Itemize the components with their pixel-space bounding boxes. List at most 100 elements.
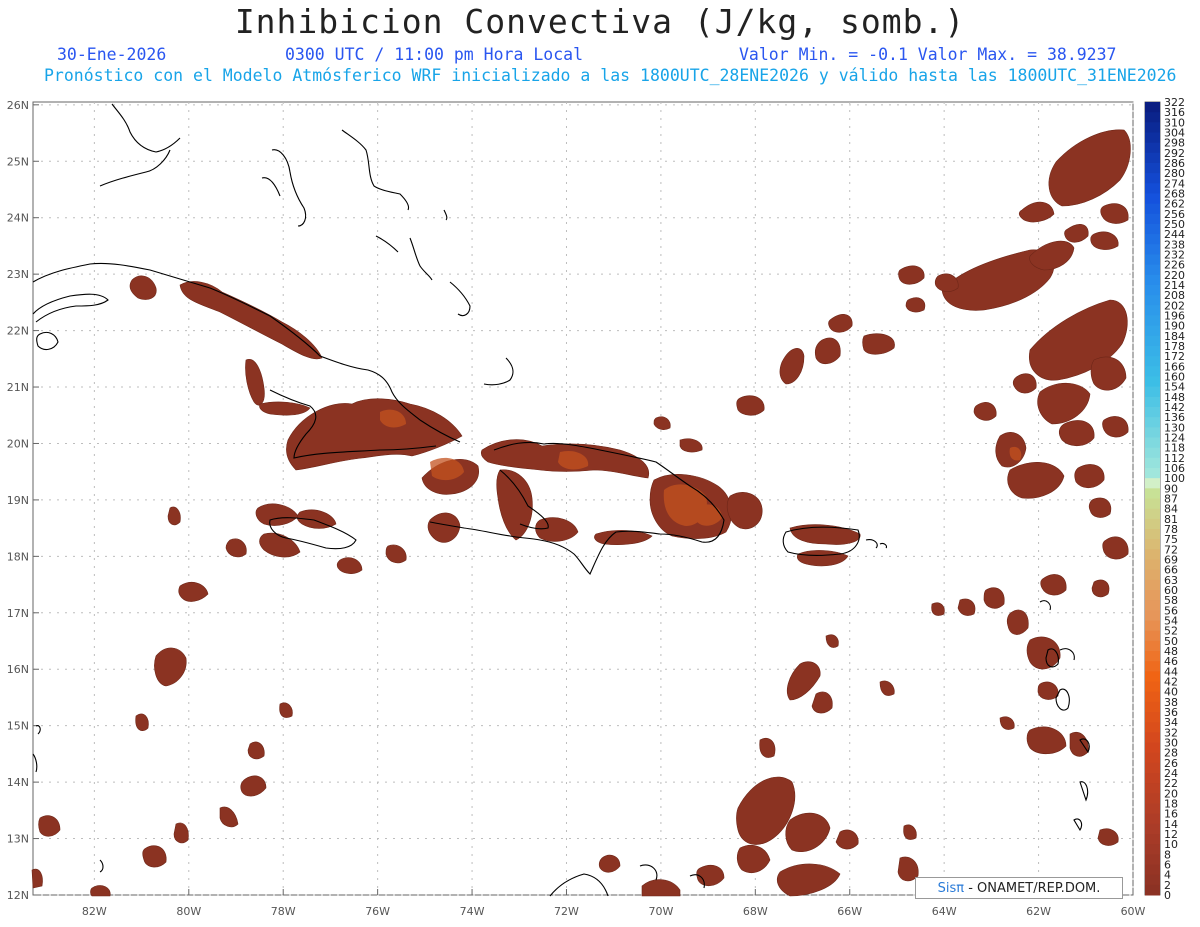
colorbar-swatch	[1145, 152, 1160, 164]
colorbar-swatch	[1145, 396, 1160, 408]
field-sc-3	[167, 506, 181, 526]
colorbar-label: 78	[1164, 523, 1178, 536]
colorbar-label: 2	[1164, 879, 1171, 892]
colorbar-swatch	[1145, 549, 1160, 560]
coast-andros	[261, 149, 307, 227]
colorbar-swatch	[1145, 163, 1160, 174]
colorbar-label: 232	[1164, 249, 1185, 262]
colorbar-label: 196	[1164, 310, 1185, 323]
colorbar-swatch	[1145, 813, 1160, 825]
colorbar-label: 322	[1164, 96, 1185, 109]
colorbar-swatch	[1145, 579, 1160, 591]
colorbar-label: 38	[1164, 696, 1178, 709]
colorbar-label: 48	[1164, 645, 1178, 658]
lon-label: 78W	[271, 905, 296, 918]
colorbar-label: 244	[1164, 228, 1185, 241]
lat-lon-grid	[33, 102, 1134, 896]
colorbar-swatch	[1145, 498, 1160, 510]
colorbar-label: 44	[1164, 665, 1178, 678]
field-sc-9	[219, 806, 239, 828]
colorbar-swatch	[1145, 488, 1160, 499]
colorbar-swatch	[1145, 539, 1160, 550]
coastlines	[32, 103, 1090, 897]
field-atl-mid-1	[898, 265, 925, 285]
colorbar-label: 12	[1164, 828, 1178, 841]
colorbar-swatch	[1145, 874, 1160, 886]
field-ant-7	[957, 598, 976, 616]
colorbar-label: 75	[1164, 533, 1178, 546]
map-frame	[32, 101, 1134, 896]
field-ant-2	[1026, 636, 1061, 670]
colorbar-label: 52	[1164, 625, 1178, 638]
field-ven-14	[759, 737, 776, 758]
field-j-south	[336, 557, 363, 574]
lon-label: 82W	[82, 905, 107, 918]
colorbar-label: 268	[1164, 188, 1185, 201]
field-sc-1	[154, 647, 187, 687]
colorbar-label: 56	[1164, 604, 1178, 617]
colorbar-swatch	[1145, 102, 1160, 113]
colorbar-label: 30	[1164, 737, 1178, 750]
field-atl-mid-6	[779, 348, 805, 385]
colorbar-label: 42	[1164, 676, 1178, 689]
field-atl-mid-10	[905, 297, 926, 313]
colorbar-swatch	[1145, 213, 1160, 225]
colorbar-swatch	[1145, 366, 1160, 377]
colorbar-swatch	[1145, 427, 1160, 438]
map-title: Inhibicion Convectiva (J/kg, somb.)	[234, 2, 966, 41]
colorbar-swatch	[1145, 590, 1160, 601]
colorbar-swatch	[1145, 661, 1160, 672]
field-ven-13	[879, 680, 895, 696]
field-ven-10	[903, 824, 917, 840]
coast-bahamas-1	[341, 129, 410, 211]
colorbar-swatch	[1145, 335, 1160, 347]
colorbar-label: 66	[1164, 564, 1178, 577]
colorbar-swatch	[1145, 600, 1160, 611]
colorbar-label: 87	[1164, 493, 1178, 506]
colorbar-swatches	[1145, 102, 1160, 896]
field-ant-3	[1026, 726, 1067, 755]
colorbar-label: 250	[1164, 218, 1185, 231]
lat-label: 26N	[7, 99, 29, 112]
latitude-labels: 26N 25N 24N 23N 22N 21N 20N 19N 18N 17N 16N 15N 14N 1…	[7, 99, 29, 902]
field-ven-4	[641, 879, 681, 897]
colorbar-label: 40	[1164, 686, 1178, 699]
colorbar-label: 16	[1164, 808, 1178, 821]
colorbar-label: 8	[1164, 848, 1171, 861]
colorbar-label: 4	[1164, 869, 1171, 882]
colorbar-label: 22	[1164, 777, 1178, 790]
field-east-10	[973, 402, 997, 421]
colorbar-swatch	[1145, 640, 1160, 652]
colorbar-swatch	[1145, 173, 1160, 184]
lon-label: 66W	[837, 905, 862, 918]
colorbar-swatch	[1145, 854, 1160, 865]
colorbar-swatch	[1145, 844, 1160, 855]
field-atl-mid-2	[934, 273, 959, 292]
colorbar-label: 292	[1164, 147, 1185, 160]
colorbar-label: 214	[1164, 279, 1185, 292]
cin-field	[31, 129, 1131, 897]
credit-brand: Sisπ	[937, 881, 965, 896]
colorbar-swatch	[1145, 701, 1160, 713]
colorbar-swatch	[1145, 752, 1160, 764]
colorbar-swatch	[1145, 742, 1160, 754]
colorbar-label: 20	[1164, 787, 1178, 800]
lat-label: 20N	[7, 437, 29, 450]
cin-hot-cores	[380, 409, 1022, 526]
colorbar-swatch	[1145, 773, 1160, 784]
lon-label: 72W	[554, 905, 579, 918]
colorbar-label: 69	[1164, 554, 1178, 567]
lon-label: 70W	[648, 905, 673, 918]
colorbar-label: 262	[1164, 198, 1185, 211]
colorbar-label: 256	[1164, 208, 1185, 221]
min-max-values: Valor Min. = -0.1 Valor Max. = 38.9237	[739, 45, 1117, 64]
lat-label: 15N	[7, 720, 29, 733]
field-bay	[259, 401, 311, 416]
longitude-labels: 82W 80W 78W 76W 74W 72W 70W 68W 66W 64W 62W 60W	[82, 905, 1146, 918]
lon-label: 60W	[1121, 905, 1146, 918]
colorbar-swatch	[1145, 274, 1160, 286]
colorbar-label: 304	[1164, 127, 1185, 140]
field-ant-12	[1091, 579, 1110, 598]
colorbar-swatch	[1145, 183, 1160, 194]
